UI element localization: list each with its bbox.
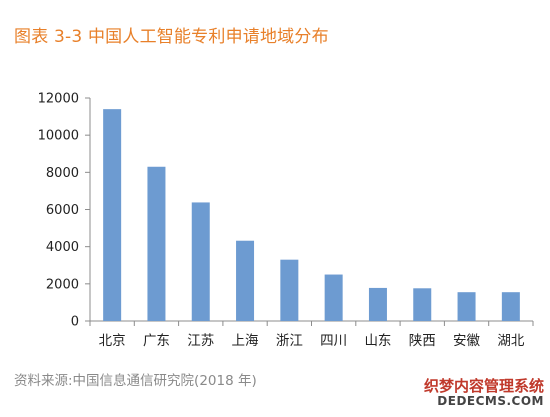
x-tick-label: 湖北 [497, 333, 524, 349]
y-tick-label: 12000 [38, 92, 79, 107]
source-note: 资料来源:中国信息通信研究院(2018 年) [14, 373, 257, 389]
bar-北京 [103, 109, 122, 322]
x-tick-label: 山东 [364, 333, 391, 349]
x-tick-label: 上海 [232, 333, 259, 349]
x-tick-label: 北京 [99, 333, 126, 349]
bar-广东 [147, 166, 166, 321]
y-tick-label: 4000 [46, 240, 79, 255]
bar-安徽 [457, 292, 476, 321]
chart-title: 图表 3-3 中国人工智能专利申请地域分布 [14, 27, 329, 47]
x-tick-label: 广东 [143, 333, 170, 349]
x-tick-label: 四川 [320, 333, 347, 349]
x-tick-label: 安徽 [453, 333, 480, 349]
bar-四川 [324, 274, 343, 321]
x-axis: 北京 广东 江苏 上海 浙江 四川 山东 陕西 安徽 湖北 [89, 320, 534, 349]
bar-浙江 [280, 259, 299, 321]
x-tick-label: 陕西 [409, 333, 436, 349]
watermark-line2: DEDECMS.COM [437, 394, 544, 409]
bar-湖北 [501, 292, 520, 321]
bar-上海 [236, 240, 255, 321]
bar-江苏 [191, 202, 210, 321]
y-axis: 0 2000 4000 6000 8000 10000 12000 [38, 92, 91, 330]
watermark-line1: 织梦内容管理系统 [423, 377, 544, 395]
bar-山东 [368, 287, 387, 321]
x-tick-label: 江苏 [187, 333, 214, 349]
watermark-logo: 织梦内容管理系统 DEDECMS.COM [423, 377, 544, 409]
y-tick-label: 2000 [46, 277, 79, 292]
bar-陕西 [413, 288, 432, 321]
y-tick-label: 6000 [46, 203, 79, 218]
bars [103, 109, 520, 322]
y-tick-label: 10000 [38, 129, 79, 144]
x-tick-label: 浙江 [276, 333, 303, 349]
y-tick-label: 0 [71, 315, 79, 330]
y-tick-label: 8000 [46, 166, 79, 181]
